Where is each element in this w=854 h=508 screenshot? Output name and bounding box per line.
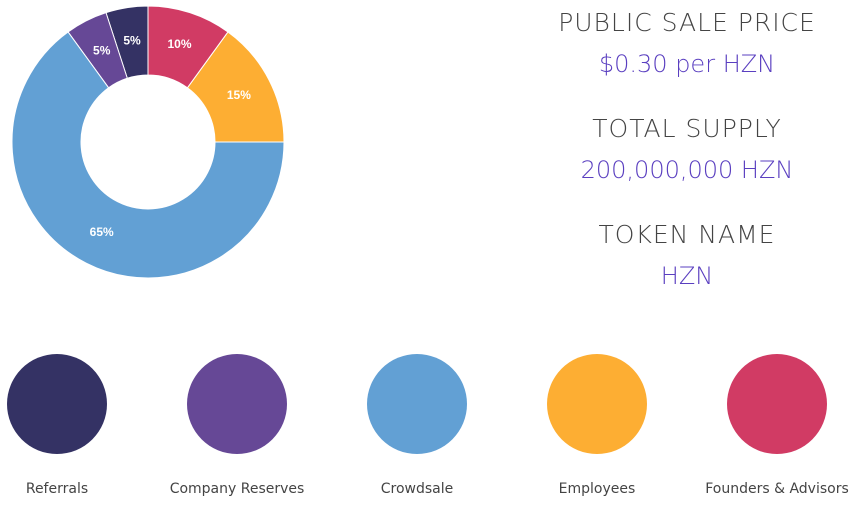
legend-label: Crowdsale bbox=[381, 481, 454, 497]
info-label: TOTAL SUPPLY bbox=[592, 114, 781, 143]
info-label: TOKEN NAME bbox=[599, 220, 776, 249]
slice-label: 5% bbox=[93, 43, 111, 57]
legend-swatch bbox=[367, 354, 467, 454]
slice-label: 5% bbox=[123, 33, 141, 47]
legend-swatch bbox=[7, 354, 107, 454]
slice-label: 15% bbox=[227, 88, 251, 102]
info-value: HZN bbox=[661, 262, 713, 290]
info-label: PUBLIC SALE PRICE bbox=[558, 8, 816, 37]
legend-label: Founders & Advisors bbox=[705, 481, 849, 497]
legend-swatch bbox=[727, 354, 827, 454]
legend-swatch bbox=[547, 354, 647, 454]
legend-label: Employees bbox=[559, 481, 636, 497]
pie-slice bbox=[147, 5, 229, 89]
legend-swatch bbox=[187, 354, 287, 454]
slice-label: 65% bbox=[90, 225, 114, 239]
info-value: 200,000,000 HZN bbox=[581, 156, 794, 184]
slice-label: 10% bbox=[168, 37, 192, 51]
info-value: $0.30 per HZN bbox=[599, 50, 775, 78]
pie-slice bbox=[11, 31, 285, 279]
legend-label: Referrals bbox=[26, 481, 88, 497]
legend-label: Company Reserves bbox=[170, 481, 305, 497]
